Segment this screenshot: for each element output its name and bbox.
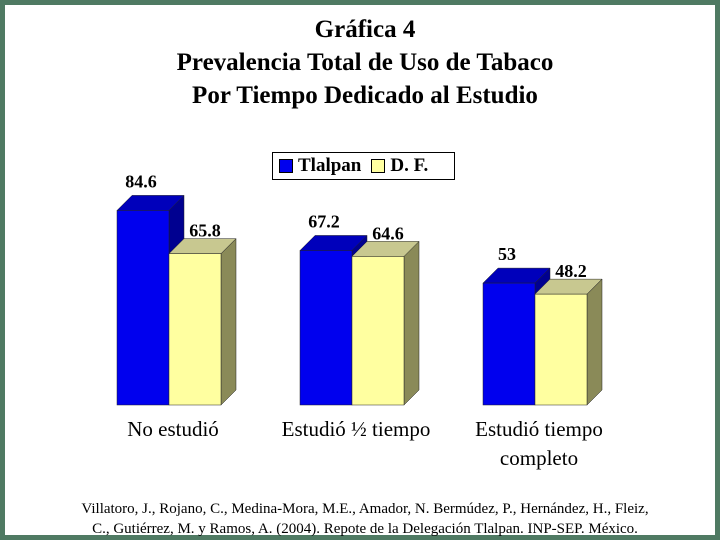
legend-item-df: D. F. <box>371 155 428 177</box>
data-label-tlalpan-0: 84.6 <box>125 171 157 191</box>
data-label-df-2: 48.2 <box>555 261 587 281</box>
legend-swatch-tlalpan <box>279 159 293 173</box>
bar-df-2 <box>534 278 603 406</box>
category-label-line: No estudió <box>127 417 219 441</box>
source-citation: Villatoro, J., Rojano, C., Medina-Mora, … <box>5 499 720 539</box>
bar-df-1 <box>351 240 420 406</box>
chart-legend: Tlalpan D. F. <box>272 152 455 180</box>
data-label-tlalpan-2: 53 <box>498 244 516 264</box>
title-line-1: Gráfica 4 <box>314 16 416 43</box>
source-line-1: Villatoro, J., Rojano, C., Medina-Mora, … <box>81 501 649 517</box>
bar-side-face <box>220 238 237 406</box>
bar-side-face <box>403 240 420 406</box>
chart-title: Gráfica 4 Prevalencia Total de Uso de Ta… <box>5 13 720 112</box>
source-line-2: C., Gutiérrez, M. y Ramos, A. (2004). Re… <box>92 521 638 537</box>
bar-side-face <box>586 278 603 406</box>
bar-front-face <box>482 282 536 406</box>
data-label-df-1: 64.6 <box>372 223 404 243</box>
bar-front-face <box>116 210 170 406</box>
title-line-2: Prevalencia Total de Uso de Tabaco <box>176 49 554 76</box>
legend-label-df: D. F. <box>390 155 429 176</box>
category-label-line: Estudió tiempo <box>475 417 603 441</box>
legend-swatch-df <box>371 159 386 173</box>
bar-front-face <box>351 256 405 406</box>
bar-df-0 <box>168 238 237 406</box>
bar-front-face <box>299 250 353 406</box>
bar-front-face <box>168 253 222 406</box>
data-label-df-0: 65.8 <box>189 221 221 241</box>
bar-front-face <box>534 293 588 406</box>
bar-chart: 84.6 65.8 67.2 64.6 53 48.2 <box>116 171 603 406</box>
legend-item-tlalpan: Tlalpan <box>279 155 361 177</box>
category-label-line: Estudió ½ tiempo <box>281 417 431 441</box>
title-line-3: Por Tiempo Dedicado al Estudio <box>192 82 538 109</box>
category-label-0: No estudió <box>73 415 273 444</box>
category-label-2: Estudió tiempo completo <box>439 415 639 473</box>
category-label-line: completo <box>499 446 579 470</box>
legend-label-tlalpan: Tlalpan <box>298 155 362 176</box>
category-label-1: Estudió ½ tiempo <box>256 415 456 444</box>
data-label-tlalpan-1: 67.2 <box>308 211 340 231</box>
